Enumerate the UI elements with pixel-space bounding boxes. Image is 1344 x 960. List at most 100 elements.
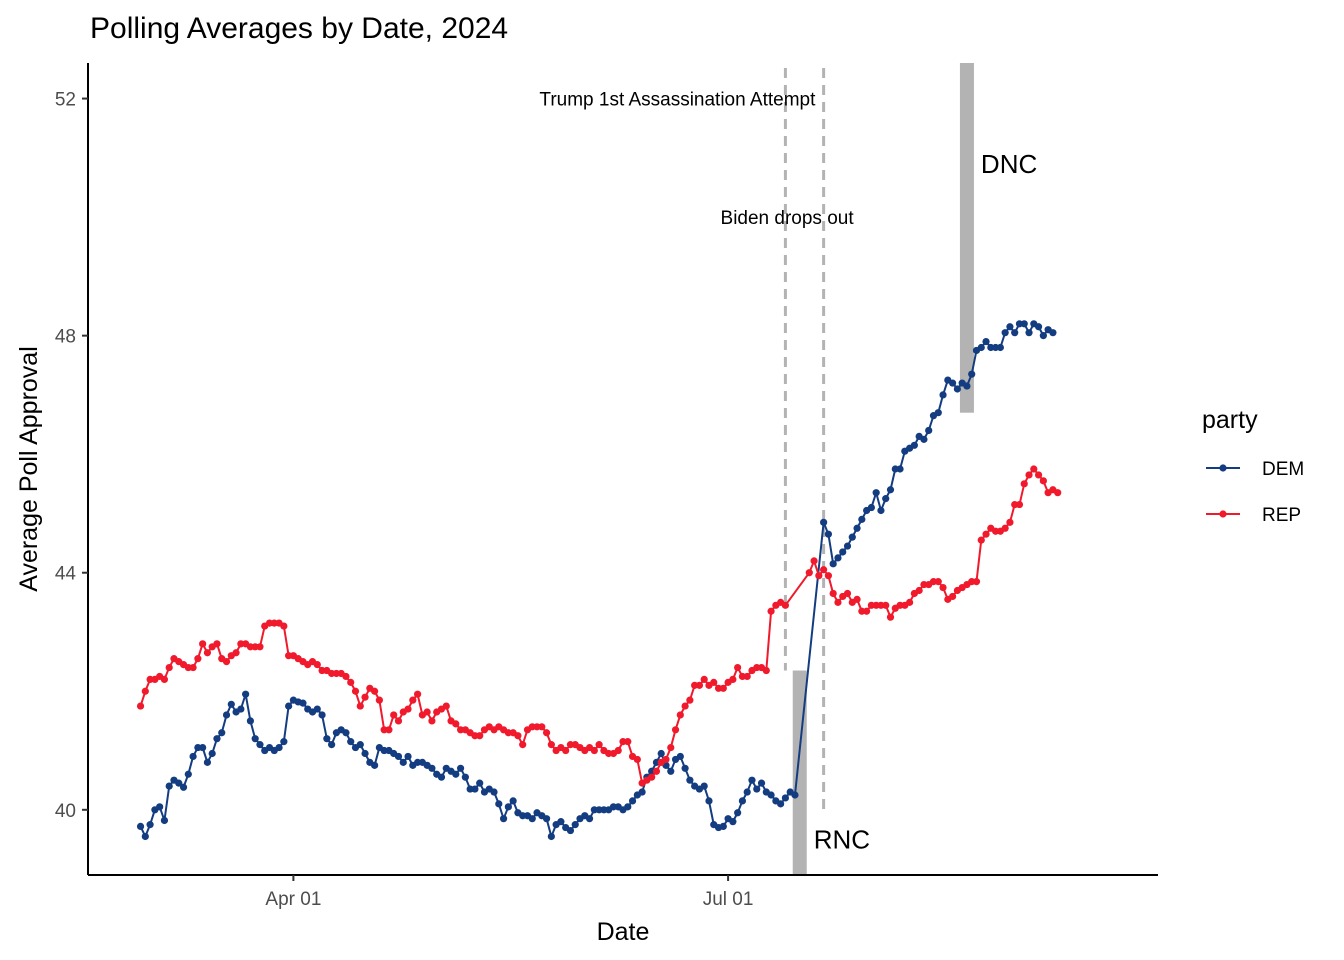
data-point-dem [767, 791, 775, 799]
data-point-dem [566, 826, 575, 835]
data-point-dem [557, 818, 565, 826]
data-point-dem [208, 749, 216, 758]
legend-item-dem: DEM [1206, 459, 1304, 480]
data-point-dem [165, 782, 173, 790]
chart-title: Polling Averages by Date, 2024 [90, 12, 508, 45]
data-point-dem [939, 391, 947, 399]
data-point-rep [351, 687, 360, 695]
data-point-dem [175, 779, 183, 787]
data-point-rep [743, 672, 751, 681]
data-point-dem [1025, 329, 1033, 337]
data-point-rep [829, 589, 837, 598]
data-point-dem [848, 533, 856, 541]
data-point-dem [681, 764, 689, 772]
data-point-rep [810, 557, 818, 565]
data-point-dem [328, 741, 336, 749]
data-point-dem [638, 788, 646, 796]
data-point-dem [203, 758, 212, 766]
data-point-dem [342, 729, 350, 737]
data-point-rep [538, 723, 546, 731]
data-point-dem [356, 741, 364, 749]
x-tick-label: Jul 01 [703, 889, 754, 910]
data-point-rep [189, 663, 197, 672]
data-point-rep [972, 578, 981, 586]
data-point-rep [648, 773, 656, 781]
data-point-dem [256, 741, 264, 749]
data-point-dem [982, 337, 990, 346]
data-point-dem [743, 788, 751, 796]
data-point-rep [982, 530, 990, 538]
event-bar-dnc [959, 63, 974, 413]
data-point-dem [628, 797, 637, 805]
data-point-dem [920, 435, 928, 443]
data-point-dem [437, 773, 446, 781]
data-point-dem [184, 770, 192, 778]
data-point-rep [762, 666, 770, 675]
data-point-dem [729, 818, 737, 826]
data-point-rep [347, 678, 355, 686]
data-point-rep [671, 726, 680, 734]
data-point-dem [757, 779, 766, 787]
data-point-rep [1001, 524, 1009, 532]
data-point-dem [361, 749, 369, 758]
data-point-dem [748, 776, 756, 784]
data-point-dem [585, 815, 594, 823]
data-point-dem [499, 815, 508, 823]
event-bar-label-dnc: DNC [981, 149, 1037, 179]
data-point-dem [977, 343, 985, 352]
data-point-rep [452, 720, 460, 728]
data-point-dem [686, 776, 694, 784]
data-point-dem [136, 822, 145, 831]
data-point-rep [423, 708, 431, 716]
data-point-dem [657, 749, 665, 758]
series-rep [136, 465, 1062, 787]
data-point-rep [141, 687, 149, 695]
data-point-rep [371, 687, 379, 695]
data-point-dem [700, 782, 708, 790]
data-point-rep [1034, 471, 1043, 479]
data-point-dem [667, 767, 675, 775]
y-axis-title: Average Poll Approval [15, 346, 43, 592]
y-tick-label: 40 [55, 801, 76, 822]
data-point-dem [156, 803, 164, 811]
data-point-dem [934, 409, 942, 417]
x-axis-title: Date [597, 918, 650, 946]
data-point-rep [590, 746, 598, 755]
data-point-dem [371, 761, 379, 769]
data-point-rep [729, 675, 737, 684]
data-point-rep [710, 678, 718, 686]
data-point-dem [791, 791, 799, 799]
y-tick-label: 52 [55, 90, 76, 111]
data-point-rep [676, 711, 684, 719]
y-tick-label: 44 [55, 564, 77, 585]
data-point-dem [495, 800, 503, 808]
data-point-dem [542, 815, 551, 823]
data-point-dem [323, 735, 331, 743]
data-point-dem [189, 752, 197, 761]
data-point-rep [700, 675, 708, 684]
data-point-rep [428, 717, 436, 725]
data-point-rep [361, 693, 369, 701]
event-label-1: Biden drops out [721, 208, 855, 229]
legend-item-rep: REP [1206, 505, 1301, 526]
legend-key-point [1219, 464, 1227, 472]
data-point-dem [285, 702, 293, 710]
data-point-dem [858, 515, 866, 523]
data-point-dem [753, 785, 761, 793]
data-point-dem [404, 752, 412, 761]
data-point-rep [624, 738, 632, 746]
data-point-rep [882, 601, 890, 609]
data-point-dem [1049, 329, 1057, 337]
data-point-dem [318, 711, 326, 719]
x-tick-label: Apr 01 [265, 889, 321, 910]
data-point-dem [996, 343, 1004, 352]
data-point-rep [562, 746, 570, 755]
x-axis-ticks: Apr 01 Jul 01 [265, 875, 753, 910]
data-point-dem [910, 441, 918, 449]
data-point-rep [1025, 471, 1033, 479]
data-point-dem [299, 699, 307, 707]
data-point-rep [375, 696, 383, 704]
data-point-dem [251, 735, 259, 743]
data-point-rep [213, 640, 221, 648]
data-point-rep [719, 684, 727, 692]
